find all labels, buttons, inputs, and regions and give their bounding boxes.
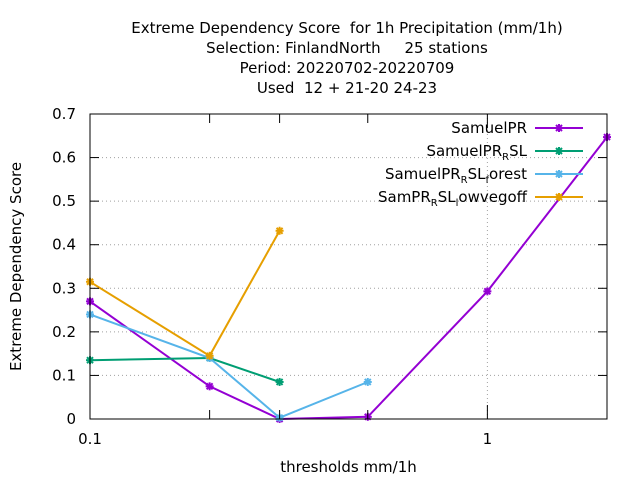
- chart-title-line: Period: 20220702-20220709: [240, 59, 455, 77]
- legend-entry: SamuelPR: [451, 119, 583, 137]
- y-tick-label: 0.3: [52, 279, 76, 297]
- legend-label: SamuelPRRSLforest: [385, 165, 527, 186]
- series-SamuelPR_RSL: [86, 354, 284, 386]
- y-tick-label: 0.4: [52, 236, 76, 254]
- chart-title-line: Selection: FinlandNorth 25 stations: [206, 39, 488, 57]
- data-point: [555, 170, 563, 178]
- chart-title: Extreme Dependency Score for 1h Precipit…: [131, 19, 562, 97]
- data-point: [555, 193, 563, 201]
- series-SamPR_RSL_lowvegoff: [86, 226, 284, 360]
- series-line: [89, 136, 608, 421]
- chart-title-line: Used 12 + 21-20 24-23: [257, 79, 437, 97]
- data-point: [205, 351, 214, 360]
- legend-label: SamuelPRRSL: [426, 142, 527, 163]
- y-axis-label: Extreme Dependency Score: [7, 162, 25, 371]
- y-tick-label: 0.5: [52, 192, 76, 210]
- plot-frame: [89, 113, 608, 420]
- y-tick-label: 0.7: [52, 105, 76, 123]
- x-tick-label: 0.1: [78, 430, 102, 448]
- legend: SamuelPR SamuelPRRSLSamuelPRRSLforestSamP…: [378, 119, 583, 209]
- series-line: [89, 230, 281, 358]
- series-SamuelPR: [86, 133, 611, 423]
- grid: [90, 114, 607, 419]
- data-point: [205, 382, 214, 391]
- data-point: [483, 287, 492, 296]
- data-point: [363, 377, 372, 386]
- x-axis-label: thresholds mm/1h: [280, 458, 417, 476]
- data-point: [555, 147, 563, 155]
- data-point: [555, 124, 563, 132]
- chart-title-line: Extreme Dependency Score for 1h Precipit…: [131, 19, 562, 37]
- series-line: [89, 356, 280, 383]
- legend-label: SamuelPR: [451, 119, 527, 137]
- y-tick-label: 0.1: [52, 366, 76, 384]
- y-tick-label: 0.2: [52, 323, 76, 341]
- data-point: [275, 226, 284, 235]
- x-tick-label: 1: [483, 430, 493, 448]
- y-tick-label: 0: [66, 410, 76, 428]
- series-lines: [86, 133, 611, 423]
- legend-entry: SamuelPRRSLforest: [385, 165, 583, 186]
- y-tick-label: 0.6: [52, 149, 76, 167]
- series-line: [89, 313, 369, 419]
- series-SamuelPR_RSL_forest: [86, 310, 372, 422]
- legend-label: SamPRRSLlowvegoff: [378, 188, 528, 209]
- legend-entry: SamuelPRRSL: [426, 142, 583, 163]
- axis-ticks: 00.10.20.30.40.50.60.70.1 1: [52, 105, 608, 448]
- data-point: [275, 377, 284, 386]
- legend-entry: SamPRRSLlowvegoff: [378, 188, 583, 209]
